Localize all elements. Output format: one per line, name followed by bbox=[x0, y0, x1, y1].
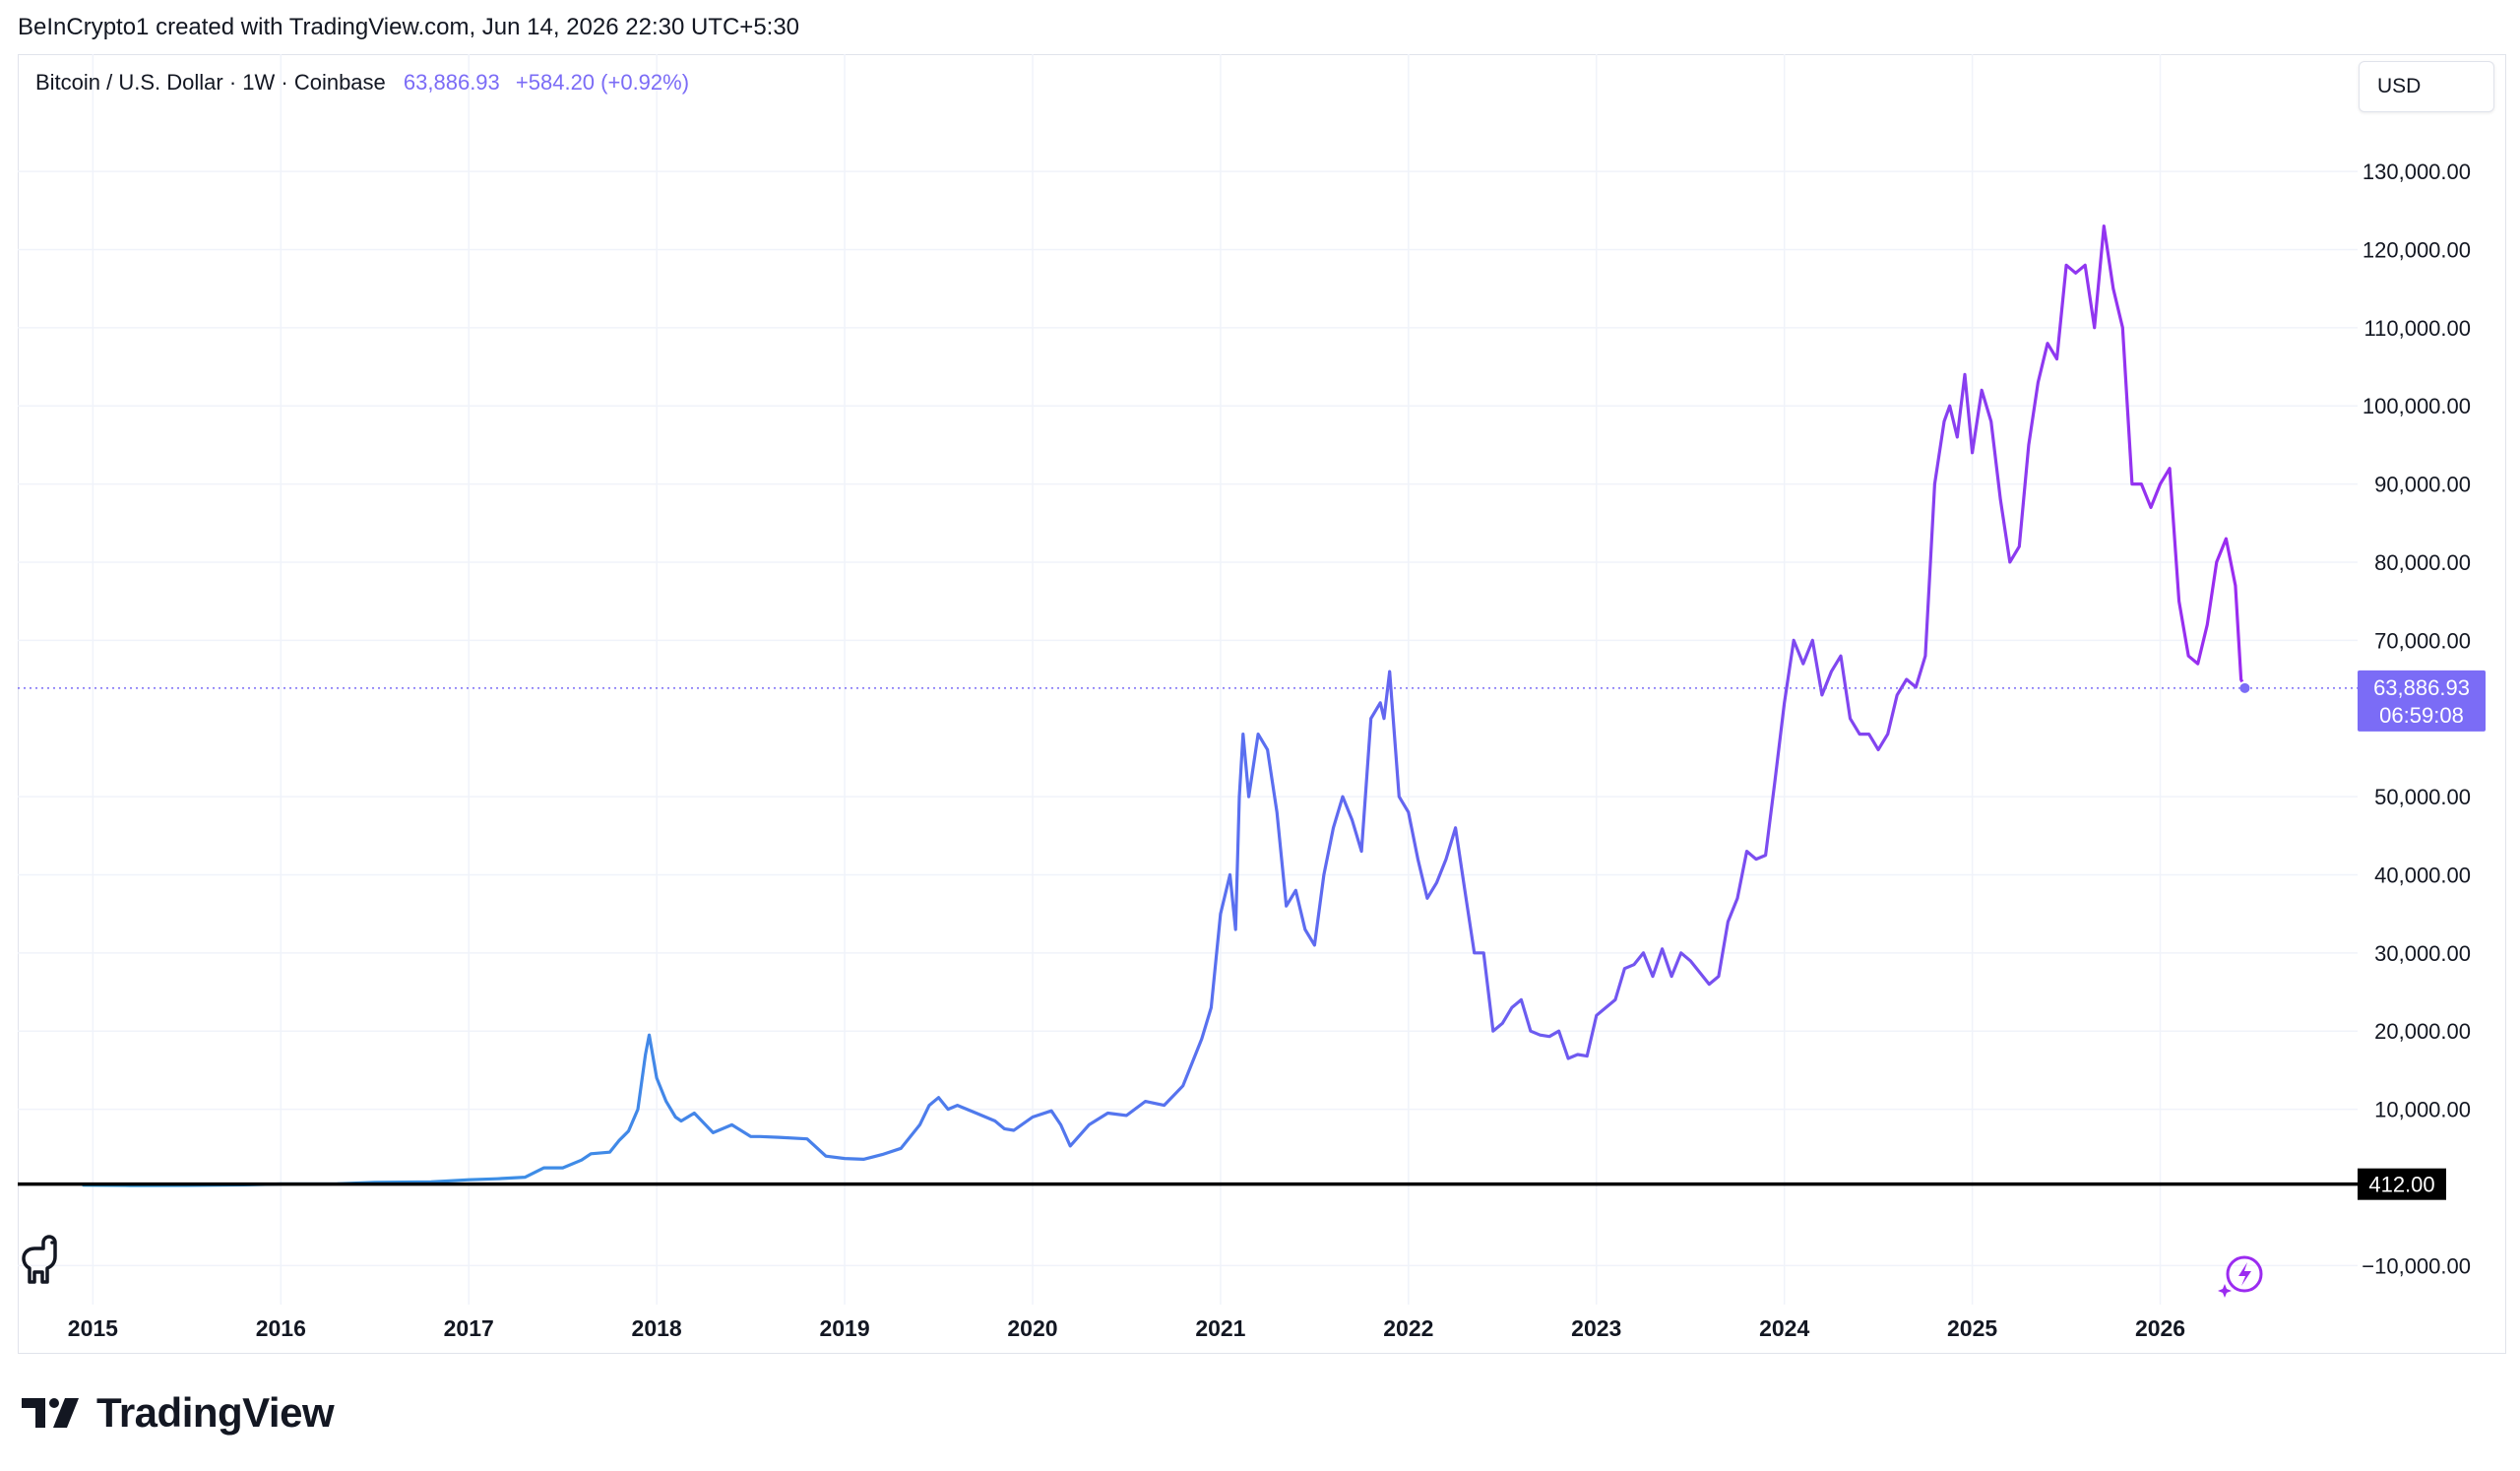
axis-labels: 130,000.00 120,000.00 110,000.00 100,000.00… bbox=[68, 160, 2471, 1341]
dino-icon[interactable] bbox=[18, 1233, 61, 1286]
x-tick-label: 2024 bbox=[1759, 1315, 1809, 1341]
brand[interactable]: TradingView bbox=[22, 1388, 335, 1438]
x-tick-label: 2019 bbox=[819, 1315, 869, 1341]
y-tick-label: 100,000.00 bbox=[2362, 394, 2471, 418]
price-series-line bbox=[82, 224, 2246, 1187]
x-tick-label: 2023 bbox=[1571, 1315, 1621, 1341]
y-tick-label: 70,000.00 bbox=[2374, 628, 2471, 653]
series-layer bbox=[82, 224, 2252, 1187]
horizontal-line-label-bg bbox=[2358, 1168, 2446, 1200]
x-tick-label: 2025 bbox=[1947, 1315, 1997, 1341]
symbol-name: Bitcoin / U.S. Dollar · 1W · Coinbase bbox=[35, 70, 386, 95]
x-tick-label: 2017 bbox=[444, 1315, 494, 1341]
x-tick-label: 2015 bbox=[68, 1315, 118, 1341]
y-tick-label: 130,000.00 bbox=[2362, 160, 2471, 184]
y-tick-label: 90,000.00 bbox=[2374, 473, 2471, 497]
marker-layer: 412.00 63,886.93 06:59:08 bbox=[18, 670, 2486, 1200]
attribution-text: BeInCrypto1 created with TradingView.com… bbox=[18, 14, 800, 40]
x-tick-label: 2018 bbox=[632, 1315, 682, 1341]
y-tick-label: 40,000.00 bbox=[2374, 863, 2471, 887]
y-tick-label: −10,000.00 bbox=[2362, 1253, 2471, 1278]
x-tick-label: 2020 bbox=[1007, 1315, 1057, 1341]
y-tick-label: 120,000.00 bbox=[2362, 237, 2471, 262]
y-tick-label: 10,000.00 bbox=[2374, 1098, 2471, 1122]
chart-frame bbox=[18, 54, 2506, 1354]
x-tick-label: 2022 bbox=[1383, 1315, 1433, 1341]
price-countdown-label: 06:59:08 bbox=[2379, 703, 2464, 728]
y-tick-label: 110,000.00 bbox=[2364, 316, 2471, 341]
lightning-icon[interactable] bbox=[2217, 1250, 2266, 1300]
symbol-price: 63,886.93 bbox=[403, 70, 500, 95]
y-tick-label: 30,000.00 bbox=[2374, 941, 2471, 966]
y-tick-label: 20,000.00 bbox=[2374, 1019, 2471, 1044]
y-tick-label: 80,000.00 bbox=[2374, 550, 2471, 575]
horizontal-line-label: 412.00 bbox=[2368, 1173, 2434, 1197]
brand-text: TradingView bbox=[96, 1389, 335, 1436]
tradingview-logo-icon bbox=[22, 1398, 79, 1428]
symbol-header[interactable]: Bitcoin / U.S. Dollar · 1W · Coinbase 63… bbox=[35, 70, 689, 96]
current-price-label-bg bbox=[2358, 670, 2486, 732]
current-price-label: 63,886.93 bbox=[2373, 675, 2470, 700]
x-tick-label: 2016 bbox=[256, 1315, 306, 1341]
grid-lines bbox=[18, 54, 2358, 1305]
x-tick-label: 2026 bbox=[2135, 1315, 2185, 1341]
currency-button[interactable]: USD bbox=[2359, 61, 2494, 112]
x-tick-label: 2021 bbox=[1195, 1315, 1245, 1341]
symbol-change: +584.20 (+0.92%) bbox=[515, 70, 690, 95]
y-tick-label: 50,000.00 bbox=[2374, 785, 2471, 809]
